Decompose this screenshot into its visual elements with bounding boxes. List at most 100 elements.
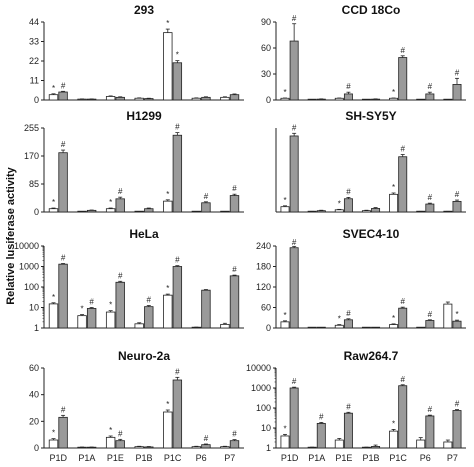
bar-white	[389, 97, 399, 101]
category-label: P1D	[50, 453, 68, 463]
significance-mark: #	[400, 375, 405, 384]
panel-0: 293 0 11 22 33 44 * # * *	[29, 3, 244, 105]
bar-gray	[289, 247, 299, 329]
bar-gray	[201, 202, 211, 213]
y-tick-label: 100	[256, 403, 271, 413]
significance-mark: *	[283, 311, 286, 320]
significance-mark: *	[283, 424, 286, 433]
significance-mark: *	[52, 429, 55, 438]
bar-gray	[452, 200, 462, 213]
bar-white	[105, 436, 116, 449]
significance-mark: #	[61, 405, 66, 414]
bar-gray	[289, 387, 299, 449]
category-label: P1E	[335, 453, 352, 463]
significance-mark: *	[109, 426, 112, 435]
bar-white	[389, 193, 399, 213]
y-tick-label: 90	[261, 17, 271, 27]
bar-gray	[172, 266, 183, 329]
significance-mark: #	[346, 82, 351, 91]
panel-1: CCD 18Co 0 30 60 90 * # # * # # #	[261, 3, 466, 105]
significance-mark: #	[147, 296, 152, 305]
bar-gray	[86, 308, 97, 329]
bar-gray	[144, 306, 154, 329]
significance-mark: #	[400, 145, 405, 154]
bar-white	[163, 200, 173, 213]
y-tick-label: 22	[29, 56, 39, 66]
bar-white	[48, 303, 59, 329]
bar-gray	[343, 93, 353, 101]
y-tick-label: 1	[266, 443, 271, 453]
bar-gray	[289, 135, 299, 213]
category-label: P7	[224, 453, 235, 463]
bar-gray	[172, 62, 183, 101]
significance-mark: #	[428, 310, 433, 319]
y-tick-label: 0	[34, 443, 39, 453]
bar-white	[134, 446, 144, 449]
bar-white	[191, 97, 202, 101]
significance-mark: #	[428, 193, 433, 202]
significance-mark: *	[166, 400, 169, 409]
bar-white	[220, 96, 230, 101]
y-tick-label: 120	[256, 282, 271, 292]
bar-white	[361, 210, 371, 213]
significance-mark: #	[455, 190, 460, 199]
significance-mark: #	[175, 367, 180, 376]
significance-mark: #	[118, 187, 123, 196]
y-tick-label: 240	[256, 241, 271, 251]
y-tick-label: 85	[29, 179, 39, 189]
bar-gray	[425, 203, 435, 213]
bar-gray	[316, 422, 326, 449]
panel-6: Neuro-2a 0 20 40 60 * # * # * # # # P1D P1A P1E P1B P1C P6…	[29, 349, 244, 463]
bar-white	[191, 446, 202, 449]
bar-gray	[115, 440, 125, 449]
significance-mark: #	[346, 309, 351, 318]
significance-mark: #	[61, 81, 66, 90]
significance-mark: #	[292, 14, 297, 23]
significance-mark: *	[81, 305, 84, 314]
bar-gray	[201, 444, 211, 449]
category-label: P1C	[389, 453, 407, 463]
bar-white	[163, 411, 173, 449]
y-tick-label: 1000	[251, 383, 271, 393]
bar-white	[163, 294, 173, 329]
significance-mark: #	[175, 123, 180, 132]
category-label: P1B	[135, 453, 152, 463]
chart-title: HeLa	[129, 227, 159, 241]
y-tick-label: 0	[266, 95, 271, 105]
bar-gray	[398, 156, 408, 213]
bar-gray	[229, 195, 240, 213]
bar-gray	[172, 379, 183, 449]
significance-mark: *	[109, 301, 112, 310]
significance-mark: #	[61, 254, 66, 263]
bar-gray	[115, 96, 125, 101]
bar-gray	[58, 152, 68, 213]
chart-title: 293	[134, 3, 154, 17]
category-label: P1B	[362, 453, 379, 463]
y-tick-label: 0	[34, 207, 39, 217]
bar-gray	[58, 91, 68, 101]
significance-mark: #	[118, 271, 123, 280]
significance-mark: #	[232, 265, 237, 274]
significance-mark: *	[283, 196, 286, 205]
chart-title: SH-SY5Y	[345, 109, 396, 123]
bar-gray	[229, 94, 240, 101]
significance-mark: *	[455, 310, 458, 319]
bar-gray	[452, 84, 462, 101]
bar-gray	[452, 320, 462, 329]
bar-gray	[452, 410, 462, 449]
y-tick-label: 60	[29, 363, 39, 373]
y-tick-label: 33	[29, 37, 39, 47]
chart-title: Neuro-2a	[118, 349, 170, 363]
category-label: P1A	[78, 453, 95, 463]
bar-gray	[115, 198, 125, 213]
y-tick-label: 100	[24, 282, 39, 292]
significance-mark: #	[455, 68, 460, 77]
bar-gray	[144, 446, 154, 449]
panel-3: SH-SY5Y * # * # * # # #	[275, 109, 466, 213]
y-tick-label: 1000	[19, 262, 39, 272]
y-axis-label: Relative lusiferase activity	[5, 166, 17, 304]
y-tick-label: 60	[261, 303, 271, 313]
bar-gray	[398, 385, 408, 449]
bar-white	[334, 439, 344, 449]
chart-title: H1299	[126, 109, 162, 123]
